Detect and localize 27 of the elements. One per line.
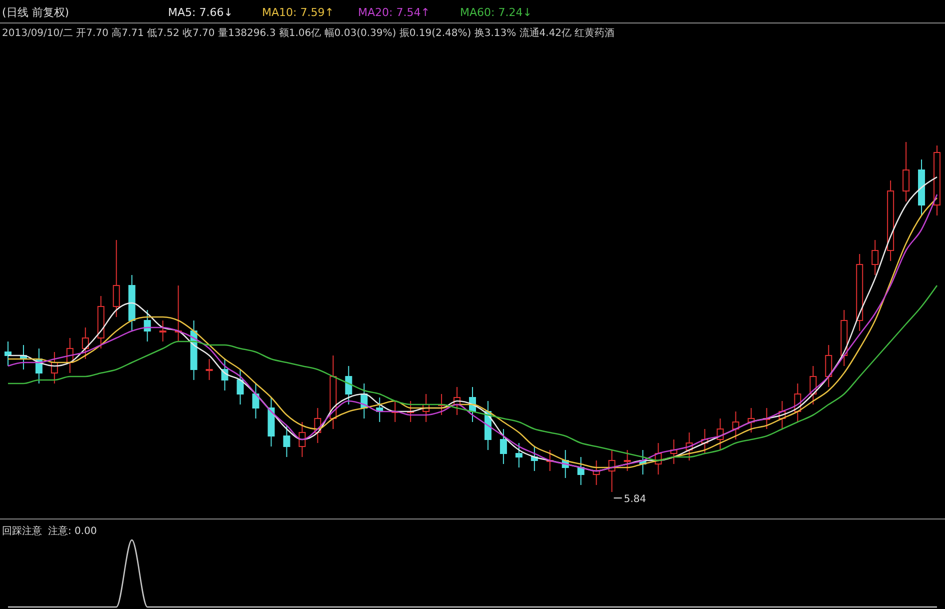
candlestick (252, 383, 260, 419)
candlestick (825, 344, 832, 388)
candlestick (283, 425, 290, 458)
candlestick (298, 422, 306, 458)
text: MA60: 7.24↓ (460, 6, 532, 19)
candlestick (345, 366, 352, 405)
candlestick (206, 358, 213, 380)
candlestick (112, 240, 120, 318)
text: MA10: 7.59↑ (262, 6, 334, 19)
candlestick (144, 310, 151, 342)
candlestick (624, 450, 631, 472)
candlestick (236, 369, 244, 405)
text: 5.84 (624, 494, 646, 505)
text: MA20: 7.54↑ (358, 6, 430, 19)
candlestick (159, 320, 166, 342)
candlestick (500, 428, 507, 464)
text: 注意: 0.00 (48, 525, 97, 537)
text: MA5: 7.66↓ (168, 6, 233, 19)
candlestick (4, 341, 12, 366)
candlestick (732, 411, 740, 440)
chart-title: 回踩注意 (2, 526, 42, 537)
candlestick (902, 142, 910, 202)
candlestick (515, 442, 522, 468)
chart-title: (日线 前复权) (2, 6, 70, 19)
candlestick (872, 240, 879, 276)
chart-subtitle: 2013/09/10/二 开7.70 高7.71 低7.52 收7.70 量138296.3 额1.06亿 幅0.03(0.39%) 振0.19(2.48%) 换3.13% 流通4.42亿 红黄药酒 (2, 27, 615, 39)
candlestick (82, 327, 89, 360)
